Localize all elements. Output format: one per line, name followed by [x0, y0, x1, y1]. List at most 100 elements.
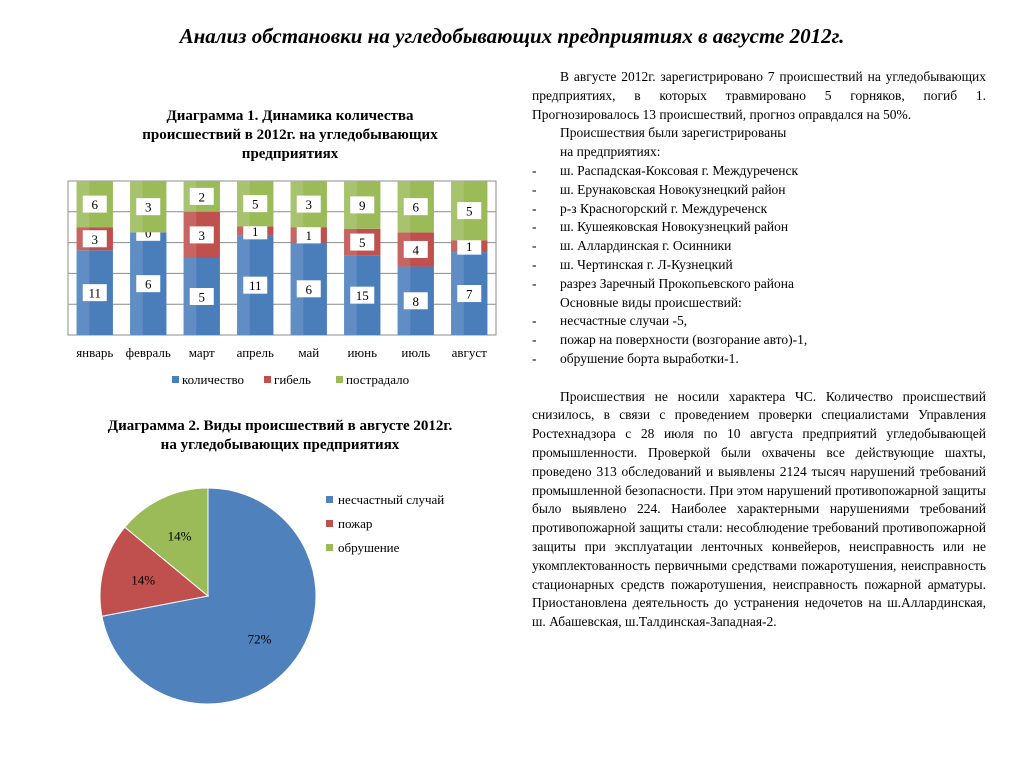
slice-label: 72%	[248, 632, 272, 647]
enterprise-list-item: - ш. Чертинская г. Л-Кузнецкий	[532, 256, 986, 275]
enterprise-list: - ш. Распадская-Коксовая г. Междуреченск -…	[532, 162, 986, 294]
enterprise-list-item: - ш. Распадская-Коксовая г. Междуреченск	[532, 162, 986, 181]
list-dash: -	[532, 219, 537, 235]
bar-chart: 1136январь603февраль532март1115апрель613…	[67, 180, 497, 387]
data-label: 3	[145, 200, 152, 215]
legend-label: пострадало	[346, 372, 409, 387]
legend-swatch	[326, 544, 333, 551]
data-label: 11	[88, 286, 101, 301]
data-label-box	[350, 196, 375, 214]
analysis-text: В августе 2012г. зарегистрировано 7 прои…	[532, 68, 986, 632]
list-item-text: пожар на поверхности (возгорание авто)-1…	[560, 332, 808, 348]
data-label: 5	[466, 204, 473, 219]
list-item-text: разрез Заречный Прокопьевского района	[560, 275, 794, 291]
slice-label: 14%	[131, 572, 155, 587]
chart1-title-line: происшествий в 2012г. на угледобывающих	[142, 127, 438, 143]
data-label-box	[82, 284, 107, 302]
pie-slice	[124, 487, 209, 598]
list-dash: -	[532, 350, 537, 366]
data-label: 11	[249, 278, 262, 293]
data-label: 1	[252, 224, 259, 239]
data-label: 6	[92, 197, 99, 212]
list-dash: -	[532, 256, 537, 272]
x-tick-label: апрель	[237, 345, 274, 360]
paragraph-registered-heading-cont: на предприятиях:	[560, 144, 661, 160]
data-label-box	[189, 187, 214, 205]
list-item-text: ш. Аллардинская г. Осинники	[560, 238, 732, 254]
legend-swatch	[172, 376, 179, 383]
incident-type-item: - пожар на поверхности (возгорание авто)-…	[532, 331, 986, 350]
list-dash: -	[532, 181, 537, 197]
list-item-text: р-з Красногорский г. Междуреченск	[560, 200, 768, 216]
data-label: 1	[306, 228, 313, 243]
list-item-text: ш. Ерунаковская Новокузнецкий район	[560, 181, 786, 197]
data-label-box	[296, 280, 321, 298]
incident-types-list: - несчастные случаи -5, - пожар на поверхно…	[532, 312, 986, 368]
data-label-box	[243, 195, 268, 213]
data-label-box	[243, 276, 268, 294]
x-tick-label: январь	[76, 345, 113, 360]
page-title: Анализ обстановки на угледобывающих пред…	[179, 24, 845, 48]
enterprise-list-item: - разрез Заречный Прокопьевского района	[532, 275, 986, 294]
incident-type-item: - несчастные случаи -5,	[532, 312, 986, 331]
legend-swatch	[264, 376, 271, 383]
data-label: 8	[413, 294, 420, 309]
data-label: 0	[145, 225, 152, 240]
data-label: 7	[466, 287, 473, 302]
data-label: 9	[359, 198, 366, 213]
data-label-box	[457, 285, 482, 303]
data-label: 6	[413, 200, 420, 215]
slice-label: 14%	[168, 528, 192, 543]
data-label-box	[403, 292, 428, 310]
data-label-box	[457, 202, 482, 220]
chart2-title-line: на угледобывающих предприятиях	[160, 437, 400, 453]
list-item-text: ш. Чертинская г. Л-Кузнецкий	[560, 256, 733, 272]
chart1-title-line: предприятиях	[241, 146, 339, 162]
data-label-box	[136, 275, 161, 293]
data-label-box	[350, 286, 375, 304]
data-label: 6	[145, 277, 152, 292]
legend-label: пожар	[338, 516, 372, 531]
list-item-text: ш. Кушеяковская Новокузнецкий район	[560, 219, 789, 235]
data-label: 3	[92, 232, 99, 247]
list-item-text: несчастные случаи -5,	[560, 313, 688, 329]
list-dash: -	[532, 162, 537, 178]
x-tick-label: март	[189, 345, 215, 360]
data-label-box	[189, 226, 214, 244]
paragraph-summary: В августе 2012г. зарегистрировано 7 прои…	[532, 69, 986, 122]
chart1-title-line: Диаграмма 1. Динамика количества	[166, 108, 414, 124]
legend-label: гибель	[274, 372, 311, 387]
data-label: 1	[466, 239, 473, 254]
enterprise-list-item: - ш. Аллардинская г. Осинники	[532, 237, 986, 256]
paragraph-registered-heading: Происшествия были зарегистрированы	[560, 125, 787, 141]
enterprise-list-item: - р-з Красногорский г. Междуреченск	[532, 200, 986, 219]
data-label-box	[403, 240, 428, 258]
legend-label: несчастный случай	[338, 492, 444, 507]
list-dash: -	[532, 332, 537, 348]
data-label-box	[350, 233, 375, 251]
list-item-text: ш. Распадская-Коксовая г. Междуреченск	[560, 162, 799, 178]
list-dash: -	[532, 238, 537, 254]
pie-slice	[101, 487, 317, 705]
x-tick-label: февраль	[126, 345, 171, 360]
data-label: 5	[199, 290, 206, 305]
data-label: 5	[252, 197, 259, 212]
x-tick-label: июль	[401, 345, 430, 360]
data-label: 3	[199, 228, 206, 243]
data-label-box	[457, 237, 482, 255]
legend-label: обрушение	[338, 540, 400, 555]
data-label: 15	[356, 288, 369, 303]
legend-label: количество	[182, 372, 244, 387]
data-label: 5	[359, 235, 366, 250]
incident-type-item: - обрушение борта выработки-1.	[532, 350, 986, 369]
chart1-title: Диаграмма 1. Динамика количества происше…	[60, 107, 520, 164]
data-label-box	[296, 195, 321, 213]
enterprise-list-item: - ш. Кушеяковская Новокузнецкий район	[532, 218, 986, 237]
data-label-box	[82, 230, 107, 248]
data-label-box	[243, 222, 268, 240]
data-label-box	[136, 198, 161, 216]
legend-swatch	[336, 376, 343, 383]
paragraph-inspection: Происшествия не носили характера ЧС. Кол…	[532, 388, 986, 630]
data-label-box	[82, 195, 107, 213]
list-item-text: обрушение борта выработки-1.	[560, 350, 739, 366]
